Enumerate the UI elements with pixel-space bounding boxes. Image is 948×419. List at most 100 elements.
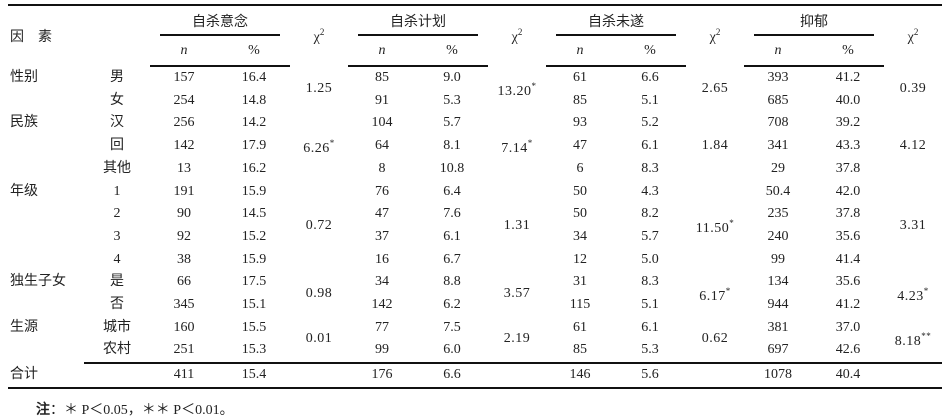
table-row: 4 38 15.9 16 6.7 12 5.0 99 41.4 — [8, 249, 942, 272]
table-row: 否 345 15.1 142 6.2 115 5.1 944 41.2 — [8, 294, 942, 317]
n-value: 176 — [348, 362, 416, 389]
percent-value: 42.6 — [835, 342, 861, 358]
factor-label — [8, 90, 84, 113]
chi-square-value: 0.72 — [305, 217, 333, 233]
n-value: 708 — [767, 115, 789, 131]
chi-square-value: 1.31 — [503, 217, 531, 233]
group-header-label: 抑郁 — [800, 15, 828, 30]
chi-square-value: 11.50* — [695, 217, 735, 236]
n-value: 38 — [177, 251, 191, 267]
n-value: 341 — [767, 138, 789, 154]
percent-value: 8.3 — [641, 160, 659, 176]
n-value: 50 — [573, 206, 587, 222]
percent-value: 6.0 — [443, 342, 461, 358]
n-symbol: n — [378, 42, 386, 58]
n-value: 411 — [150, 362, 218, 389]
factor-label — [8, 339, 84, 363]
percent-value: 8.2 — [641, 206, 659, 222]
percent-value: 5.1 — [641, 92, 659, 108]
percent-value: 40.4 — [812, 362, 884, 389]
significance-mark: * — [527, 138, 533, 149]
percent-value: 6.1 — [641, 138, 659, 154]
percent-value: 40.0 — [835, 92, 861, 108]
n-value: 50 — [573, 183, 587, 199]
note-text: ：＊ P＜0.05，＊＊ P＜0.01。 — [50, 403, 234, 418]
n-symbol: n — [774, 42, 782, 58]
percent-header: % — [614, 36, 686, 67]
percent-value: 9.0 — [443, 70, 461, 85]
percent-value: 6.1 — [443, 228, 461, 244]
n-value: 29 — [771, 160, 785, 176]
percent-value: 5.0 — [641, 251, 659, 267]
n-value: 6 — [576, 160, 584, 176]
n-header: n — [744, 36, 812, 67]
factor-label — [8, 226, 84, 249]
chi-square-value: 3.57 — [503, 285, 531, 301]
n-value: 61 — [573, 70, 587, 85]
significance-mark: ** — [921, 331, 932, 342]
n-value: 85 — [573, 92, 587, 108]
level-label: 男 — [110, 69, 124, 85]
chi-square-value — [488, 362, 546, 389]
factor-label: 性别 — [10, 69, 38, 85]
percent-value: 15.1 — [241, 297, 267, 313]
level-label: 城市 — [103, 319, 131, 335]
group-header: 自杀未遂 — [546, 4, 686, 37]
chi-square-header: χ2 — [884, 4, 942, 66]
table-row: 生源 城市 160 15.5 0.01 77 7.5 2.19 61 6.1 0.62 381 37.0… — [8, 317, 942, 349]
total-label: 合计 — [8, 363, 84, 389]
percent-value: 5.3 — [641, 342, 659, 358]
n-value: 90 — [177, 206, 191, 222]
percent-value: 41.2 — [835, 297, 861, 313]
level-label: 否 — [110, 297, 124, 313]
table-row: 3 92 15.2 37 6.1 34 5.7 240 35.6 — [8, 226, 942, 249]
percent-value: 43.3 — [835, 138, 861, 154]
level-label: 4 — [113, 251, 121, 267]
results-table-container: 因 素 自杀意念 χ2 自杀计划 χ2 自杀未遂 χ2 抑郁 χ2 n% n% n% n% 性别 男 157… — [8, 4, 942, 389]
percent-value: 39.2 — [835, 115, 861, 131]
total-row: 合计 411 15.4 176 6.6 146 5.6 1078 40.4 — [8, 362, 942, 389]
chi-square-value: 1.25 — [305, 80, 333, 96]
chi-square-value: 6.26* — [303, 138, 335, 157]
n-value: 134 — [767, 274, 789, 290]
n-value: 345 — [173, 297, 195, 313]
percent-value: 8.1 — [443, 138, 461, 154]
chi-square-header: χ2 — [488, 4, 546, 66]
percent-value: 15.3 — [241, 342, 267, 358]
n-value: 76 — [375, 183, 389, 199]
n-value: 944 — [767, 297, 789, 313]
factor-label — [8, 294, 84, 317]
n-value: 85 — [375, 70, 389, 85]
n-value: 381 — [767, 319, 789, 335]
factor-label — [8, 249, 84, 272]
percent-value: 17.9 — [241, 138, 267, 154]
table-body: 性别男 157 16.4 1.25 85 9.0 13.20* 61 6.6 2.65 393 41.… — [8, 66, 942, 389]
header-row-sub: n% n% n% n% — [8, 36, 942, 67]
n-value: 160 — [173, 319, 195, 335]
significance-mark: * — [729, 217, 735, 228]
chi-square-header: χ2 — [290, 4, 348, 66]
table-row: 农村 251 15.3 99 6.0 85 5.3 697 42.6 — [8, 339, 942, 363]
n-value: 61 — [573, 319, 587, 335]
chi-square-value: 1.84 — [701, 138, 729, 154]
percent-value: 15.4 — [218, 362, 290, 389]
n-value: 13 — [177, 160, 191, 176]
group-header: 抑郁 — [744, 4, 884, 37]
n-value: 99 — [375, 342, 389, 358]
percent-value: 5.6 — [614, 362, 686, 389]
percent-value: 41.4 — [835, 251, 861, 267]
level-label: 农村 — [103, 342, 131, 358]
n-value: 104 — [371, 115, 393, 131]
percent-value: 4.3 — [641, 183, 659, 199]
n-value: 685 — [767, 92, 789, 108]
n-value: 256 — [173, 115, 195, 131]
chi-square-value: 4.12 — [899, 138, 927, 154]
n-value: 8 — [378, 160, 386, 176]
level-label: 其他 — [103, 160, 131, 176]
group-header: 自杀计划 — [348, 4, 488, 37]
percent-value: 14.8 — [241, 92, 267, 108]
table-row: 年级 1 191 15.9 0.72 76 6.4 1.31 50 4.3 11.50* 50.4 42… — [8, 181, 942, 236]
percent-header: % — [218, 36, 290, 67]
n-value: 50.4 — [765, 183, 791, 199]
percent-value: 10.8 — [439, 160, 465, 176]
